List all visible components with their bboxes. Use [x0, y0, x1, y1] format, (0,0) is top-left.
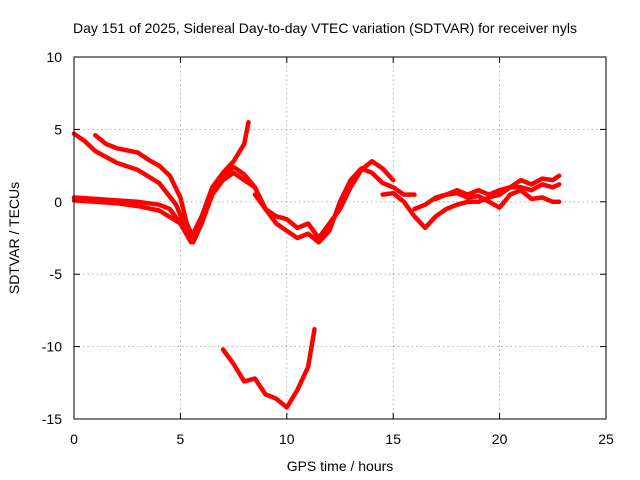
y-tick-label: 5 — [54, 121, 62, 137]
x-tick-label: 15 — [385, 431, 401, 447]
y-tick-label: -5 — [50, 266, 63, 282]
x-axis-label: GPS time / hours — [287, 458, 394, 474]
plot-frame — [73, 56, 607, 420]
series-arc-8 — [433, 187, 562, 210]
x-tick-label: 20 — [492, 431, 508, 447]
y-tick-label: 0 — [54, 194, 62, 210]
series-arc-7 — [412, 173, 562, 212]
series-arc-4 — [71, 166, 417, 245]
x-tick-label: 5 — [177, 431, 185, 447]
chart-title: Day 151 of 2025, Sidereal Day-to-day VTE… — [73, 20, 577, 36]
y-tick-label: -15 — [42, 411, 62, 427]
y-tick-label: 10 — [46, 49, 62, 65]
y-axis-label: SDTVAR / TECUs — [6, 182, 22, 294]
grid — [74, 57, 606, 419]
x-tick-label: 25 — [598, 431, 614, 447]
series-arc-6 — [380, 182, 562, 231]
series-arc-9 — [220, 326, 317, 410]
axis-ticks: 0 5 10 15 20 25 -15 -10 -5 0 5 10 — [42, 49, 614, 447]
data-series — [71, 119, 562, 410]
x-tick-label: 0 — [70, 431, 78, 447]
y-tick-label: -10 — [42, 339, 62, 355]
series-arc-1 — [71, 131, 258, 245]
series-arc-5 — [252, 159, 396, 241]
x-tick-label: 10 — [279, 431, 295, 447]
series-arc-2 — [93, 132, 196, 241]
